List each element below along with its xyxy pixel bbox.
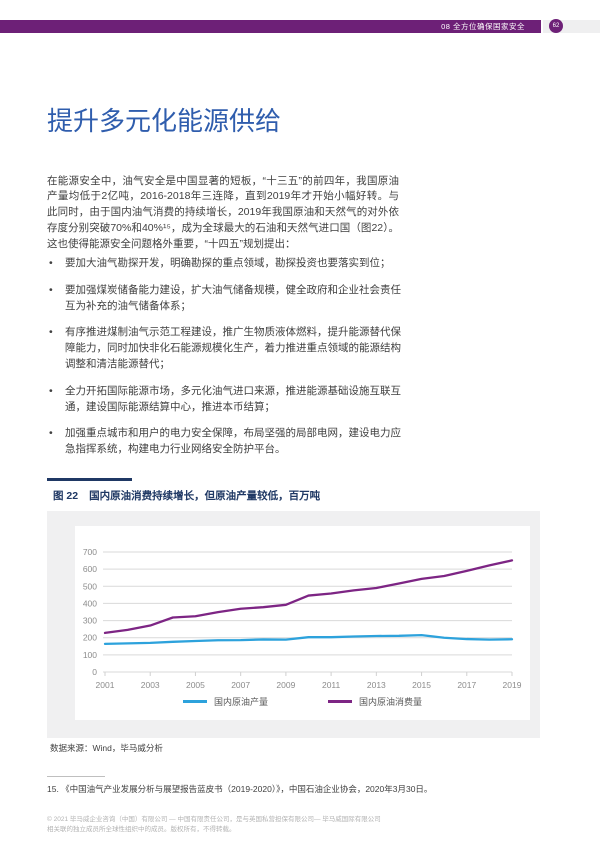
bullet-text: 加强重点城市和用户的电力安全保障，布局坚强的局部电网，建设电力应急指挥系统，构建… — [65, 427, 401, 456]
bullet-dot: • — [49, 257, 53, 269]
footnote-rule — [47, 776, 105, 777]
svg-text:2007: 2007 — [231, 680, 250, 690]
svg-text:0: 0 — [92, 667, 97, 677]
svg-text:700: 700 — [83, 547, 97, 557]
footer-line: 相关联的独立成员所全球性组织中的成员。版权所有，不得转载。 — [47, 825, 236, 833]
bullet-dot: • — [49, 384, 53, 397]
svg-text:2011: 2011 — [322, 680, 341, 690]
figure-heading: 图 22 国内原油消费持续增长，但原油产量较低，百万吨 — [47, 478, 540, 503]
page-footer: © 2021 毕马威企业咨询（中国）有限公司 — 中国有限责任公司，是与英国私营… — [47, 815, 552, 834]
svg-text:500: 500 — [83, 581, 97, 591]
svg-text:2017: 2017 — [457, 680, 476, 690]
svg-text:2015: 2015 — [412, 680, 431, 690]
bullet-list: • 要加大油气勘探开发，明确勘探的重点领域，勘探投资也要落实到位； • 要加强煤炭储… — [47, 256, 401, 469]
svg-text:600: 600 — [83, 564, 97, 574]
svg-text:2001: 2001 — [96, 680, 115, 690]
list-item: • 要加大油气勘探开发，明确勘探的重点领域，勘探投资也要落实到位； — [47, 256, 401, 272]
legend-swatch — [182, 700, 207, 703]
svg-text:200: 200 — [83, 633, 97, 643]
figure-accent-bar — [47, 478, 132, 481]
legend-item: 国内原油产量 — [182, 695, 268, 708]
list-item: • 加强重点城市和用户的电力安全保障，布局坚强的局部电网，建设电力应急指挥系统，构… — [47, 426, 401, 458]
figure-caption-text: 国内原油消费持续增长，但原油产量较低，百万吨 — [89, 490, 321, 502]
bullet-text: 要加大油气勘探开发，明确勘探的重点领域，勘探投资也要落实到位； — [65, 257, 391, 269]
svg-text:2009: 2009 — [276, 680, 295, 690]
legend-label: 国内原油消费量 — [359, 697, 423, 707]
svg-text:400: 400 — [83, 598, 97, 608]
chart-panel: 0 100 200 300 400 500 600 700 2001 2003 2005 2007 20… — [75, 526, 530, 720]
data-source-note: 数据来源：Wind，毕马威分析 — [50, 743, 163, 753]
figure-label: 图 22 — [53, 490, 79, 502]
svg-text:2003: 2003 — [141, 680, 160, 690]
legend-swatch — [328, 700, 352, 703]
footnote: 15. 《中国油气产业发展分析与展望报告蓝皮书（2019-2020）》，中国石油… — [47, 784, 433, 794]
list-item: • 全力开拓国际能源市场，多元化油气进口来源，推进能源基础设施互联互通，建设国际能… — [47, 384, 401, 416]
bullet-dot: • — [49, 427, 53, 440]
chart-legend: 国内原油产量 国内原油消费量 — [75, 695, 530, 708]
svg-text:300: 300 — [83, 616, 97, 626]
svg-text:2019: 2019 — [503, 680, 522, 690]
header-section-label: 08 全方位确保国家安全 — [441, 22, 525, 31]
bullet-dot: • — [49, 326, 53, 339]
bullet-dot: • — [49, 283, 53, 296]
legend-item: 国内原油消费量 — [328, 695, 422, 708]
figure-chart-svg: 0 100 200 300 400 500 600 700 2001 2003 2005 2007 20… — [83, 547, 522, 690]
bullet-text: 有序推进煤制油气示范工程建设，推广生物质液体燃料，提升能源替代保障能力，同时加快… — [65, 326, 401, 370]
intro-paragraph: 在能源安全中，油气安全是中国显著的短板，“十三五”的前四年，我国原油产量均低于2… — [47, 174, 399, 250]
svg-text:100: 100 — [83, 650, 97, 660]
page-number-badge: 62 — [549, 19, 563, 33]
svg-text:2013: 2013 — [367, 680, 386, 690]
legend-label: 国内原油产量 — [213, 697, 268, 707]
bullet-text: 要加强煤炭储备能力建设，扩大油气储备规模，健全政府和企业社会责任互为补充的油气储… — [65, 283, 401, 312]
list-item: • 有序推进煤制油气示范工程建设，推广生物质液体燃料，提升能源替代保障能力，同时加… — [47, 325, 401, 372]
bullet-text: 全力开拓国际能源市场，多元化油气进口来源，推进能源基础设施互联互通，建设国际能源… — [65, 384, 401, 413]
list-item: • 要加强煤炭储备能力建设，扩大油气储备规模，健全政府和企业社会责任互为补充的油气… — [47, 283, 401, 315]
figure-caption: 图 22 国内原油消费持续增长，但原油产量较低，百万吨 — [47, 488, 540, 503]
page-title: 提升多元化能源供给 — [47, 106, 282, 137]
footer-line: © 2021 毕马威企业咨询（中国）有限公司 — 中国有限责任公司，是与英国私营… — [47, 816, 381, 823]
header-bar: 08 全方位确保国家安全 — [0, 20, 541, 33]
svg-text:2005: 2005 — [186, 680, 205, 690]
page-number: 62 — [552, 23, 560, 29]
